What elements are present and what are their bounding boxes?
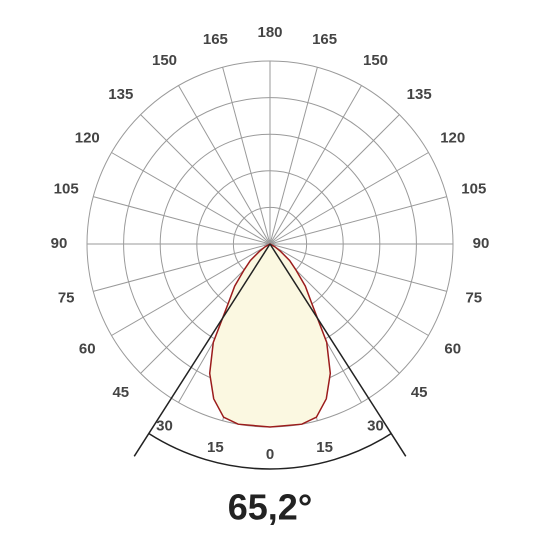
angle-label: 165: [312, 31, 337, 48]
grid-spoke: [93, 196, 271, 245]
angle-label: 60: [79, 340, 96, 357]
angle-label: 0: [266, 446, 274, 463]
angle-label: 75: [58, 290, 75, 307]
angle-label: 90: [473, 235, 490, 252]
grid-spoke: [222, 67, 271, 245]
angle-label: 60: [444, 340, 461, 357]
grid-spoke: [269, 85, 362, 245]
angle-label: 30: [156, 418, 173, 435]
intensity-curve: [208, 243, 332, 428]
grid-spoke: [178, 85, 271, 245]
angle-label: 30: [367, 418, 384, 435]
angle-label: 45: [411, 384, 428, 401]
angle-label: 120: [75, 129, 100, 146]
grid-spoke: [269, 152, 429, 245]
angle-label: 15: [316, 439, 333, 456]
beam-angle-label: 65,2°: [228, 487, 312, 528]
grid-spoke: [269, 243, 429, 336]
beam-line: [133, 243, 271, 457]
angle-label: 165: [203, 31, 228, 48]
grid-spoke: [269, 114, 400, 245]
angle-label: 105: [54, 180, 79, 197]
grid-spoke: [111, 152, 271, 245]
grid-spoke: [269, 196, 447, 245]
angle-label: 45: [112, 384, 129, 401]
beam-arc: [148, 432, 392, 470]
angle-label: 135: [108, 86, 133, 103]
grid-spoke: [93, 243, 271, 292]
angle-label: 135: [407, 86, 432, 103]
angle-label: 75: [465, 290, 482, 307]
angle-label: 120: [440, 129, 465, 146]
angle-label: 150: [152, 52, 177, 69]
grid-spoke: [111, 243, 271, 336]
grid-spoke: [269, 67, 318, 245]
angle-label: 15: [207, 439, 224, 456]
beam-line: [269, 243, 407, 457]
angle-label: 150: [363, 52, 388, 69]
grid-spoke: [269, 243, 447, 292]
angle-label: 180: [257, 24, 282, 41]
angle-label: 105: [461, 180, 486, 197]
angle-label: 90: [51, 235, 68, 252]
grid-spoke: [140, 114, 271, 245]
